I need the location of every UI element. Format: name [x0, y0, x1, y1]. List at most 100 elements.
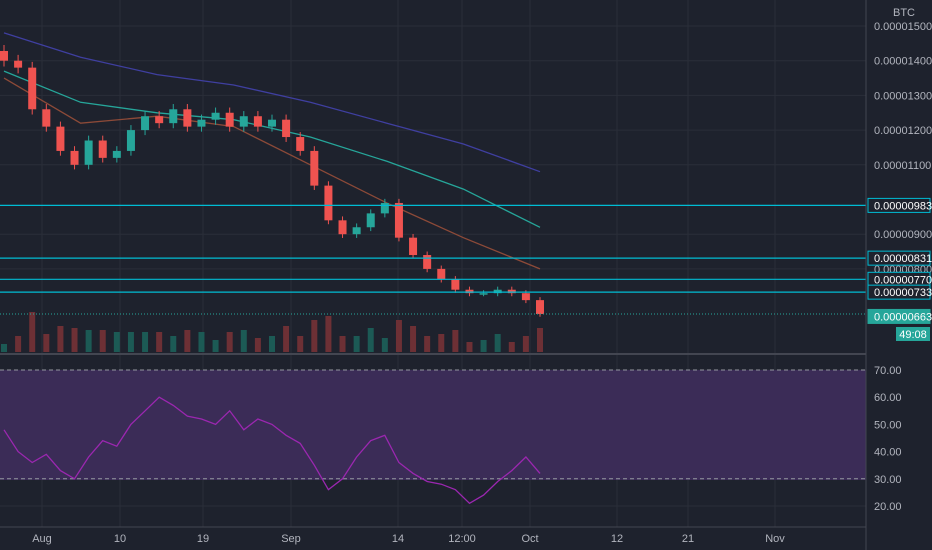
time-tick-label: 19 [197, 533, 209, 545]
currency-label: BTC [893, 7, 915, 19]
rsi-band-lines [0, 369, 866, 480]
candles [0, 45, 544, 317]
moving-average-2 [3, 70, 541, 228]
volume-bar [269, 336, 275, 352]
time-tick-label: Oct [521, 533, 538, 545]
candle [380, 198, 389, 218]
price-tag: 0.00000733 [867, 284, 932, 300]
volume-bar [170, 336, 177, 352]
volume-bar [57, 326, 64, 352]
volume-bar [254, 338, 261, 352]
svg-text:0.00000831: 0.00000831 [874, 253, 932, 265]
volume-bar [424, 336, 431, 352]
candle [126, 125, 135, 156]
candle [507, 286, 516, 297]
candle [225, 107, 234, 132]
countdown-tag [896, 327, 930, 341]
candle [451, 276, 460, 293]
volume-bar [212, 340, 219, 352]
volume-bar [43, 334, 50, 352]
volume-bar [339, 336, 346, 352]
volume-bar [113, 332, 120, 352]
candle [141, 111, 150, 136]
candle [155, 111, 164, 129]
volume-bar [15, 336, 22, 352]
time-axis[interactable]: Aug 10 19 Sep 14 12:00 Oct 12 21 Nov [32, 533, 785, 545]
candle [493, 286, 502, 297]
rsi-tick-label: 40.00 [874, 447, 902, 459]
volume-bar [226, 332, 233, 352]
candle [423, 251, 432, 273]
candle [465, 286, 474, 297]
rsi-tick-label: 30.00 [874, 474, 902, 486]
rsi-band [0, 370, 866, 480]
time-tick-label: Sep [281, 533, 301, 545]
price-tag: 0.00000831 [867, 250, 932, 266]
candle [70, 146, 79, 170]
candle [268, 114, 276, 132]
volume-bar [184, 330, 191, 352]
volume-bar [537, 328, 543, 352]
svg-text:0.00000770: 0.00000770 [874, 274, 932, 286]
price-tags: 0.00000983 0.00000831 0.000007700.00000733… [867, 197, 932, 324]
price-tick-label: 0.00001500 [874, 21, 932, 33]
price-tick-label: 0.00000900 [874, 229, 932, 241]
volume-bar [127, 332, 134, 352]
candle [409, 233, 418, 259]
candle [112, 146, 121, 163]
rsi-tick-label: 20.00 [874, 501, 902, 513]
price-axis[interactable]: 0.00001500 0.00001400 0.00001300 0.00001200… [874, 21, 932, 276]
volume-bars [1, 312, 543, 352]
volume-bar [522, 336, 529, 352]
price-tick-label: 0.00001100 [874, 160, 931, 172]
svg-text:0.00000983: 0.00000983 [874, 200, 932, 212]
volume-bar [283, 326, 290, 352]
volume-bar [71, 328, 78, 352]
candle [253, 111, 262, 132]
moving-averages [3, 32, 541, 270]
moving-average-1 [3, 32, 541, 173]
candle [479, 290, 488, 297]
time-tick-label: 12 [611, 533, 623, 545]
candle [28, 61, 37, 115]
time-tick-label: Aug [32, 533, 52, 545]
candle [437, 265, 446, 283]
volume-bar [438, 334, 445, 352]
candle [183, 104, 192, 132]
volume-bar [353, 336, 360, 352]
candle [42, 104, 51, 132]
price-tick-label: 0.00001200 [874, 125, 932, 137]
candle [352, 223, 361, 238]
time-tick-label: 21 [682, 533, 694, 545]
price-tag: 0.00000983 [867, 197, 932, 213]
volume-bar [367, 328, 374, 352]
rsi-tick-label: 60.00 [874, 392, 902, 404]
candle [56, 121, 65, 156]
time-tick-label: Nov [765, 533, 785, 545]
volume-bar [311, 320, 318, 352]
volume-bar [325, 316, 332, 352]
price-tag: 0.00000663 [867, 308, 932, 324]
volume-bar [466, 342, 473, 352]
candle [14, 54, 23, 74]
volume-bar [142, 332, 149, 352]
candle [338, 216, 347, 238]
rsi-axis[interactable]: 70.00 60.00 50.00 40.00 30.00 20.00 [874, 365, 902, 513]
rsi-tick-label: 50.00 [874, 419, 902, 431]
candle [98, 135, 107, 163]
volume-bar [508, 342, 515, 352]
volume-bar [198, 332, 205, 352]
price-tick-label: 0.00001300 [874, 90, 932, 102]
volume-bar [395, 320, 402, 352]
candle [310, 146, 319, 190]
volume-bar [494, 334, 501, 352]
volume-bar [410, 326, 417, 352]
countdown-label: 49:08 [899, 329, 927, 341]
volume-bar [240, 330, 247, 352]
candle [211, 107, 220, 125]
candle [169, 104, 178, 129]
candle [239, 111, 248, 132]
volume-bar [1, 344, 7, 352]
rsi-line [3, 396, 541, 505]
